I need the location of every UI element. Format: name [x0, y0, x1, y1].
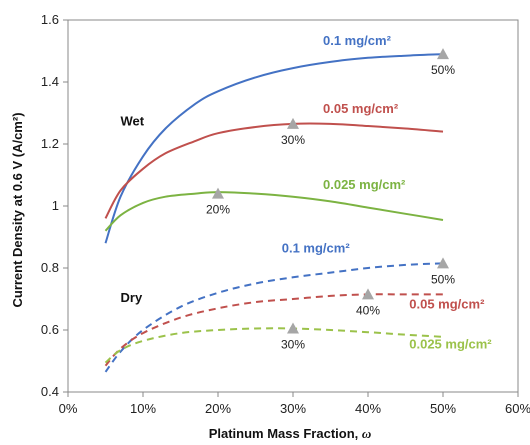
tick-labels: 0.4 0.6 0.8 1 1.2 1.4 1.6 0% 10% 20% 30% 40% 50% 60% [41, 12, 530, 416]
y-tick-label: 1 [52, 198, 59, 213]
y-tick-label: 1.6 [41, 12, 59, 27]
optimum-marker [362, 288, 374, 300]
optimum-marker [437, 48, 449, 60]
x-axis-title-text: Platinum Mass Fraction, [209, 426, 362, 441]
optimum-marker [212, 187, 224, 199]
optimum-marker-label: 50% [431, 272, 455, 286]
series-lines [104, 53, 444, 373]
series-label: 0.05 mg/cm² [409, 296, 485, 311]
optimum-marker [287, 117, 299, 129]
series-line-wet [104, 122, 444, 219]
series-label: 0.025 mg/cm² [409, 337, 492, 352]
series-line-dry [104, 293, 443, 367]
series-line-wet [104, 191, 444, 232]
x-axis-title: Platinum Mass Fraction, ω [209, 426, 372, 441]
optimum-marker-label: 30% [281, 337, 305, 351]
optimum-marker-label: 40% [356, 303, 380, 317]
region-label-wet: Wet [121, 113, 145, 128]
optimum-marker [437, 257, 449, 269]
series-line-wet [104, 53, 444, 244]
optimum-marker-label: 30% [281, 133, 305, 147]
series-label: 0.05 mg/cm² [323, 101, 399, 116]
y-tick-label: 0.4 [41, 384, 59, 399]
y-tick-label: 0.6 [41, 322, 59, 337]
x-axis-title-symbol: ω [362, 426, 371, 441]
region-label-dry: Dry [121, 290, 143, 305]
x-tick-label: 40% [355, 401, 381, 416]
x-tick-label: 0% [59, 401, 78, 416]
y-tick-label: 1.2 [41, 136, 59, 151]
y-tick-label: 1.4 [41, 74, 59, 89]
x-tick-label: 10% [130, 401, 156, 416]
y-axis-title: Current Density at 0.6 V (A/cm²) [10, 112, 25, 307]
x-tick-label: 30% [280, 401, 306, 416]
series-line-dry [104, 327, 444, 364]
x-tick-label: 50% [430, 401, 456, 416]
series-labels: 0.1 mg/cm² 0.05 mg/cm² 0.025 mg/cm² 0.1 mg/… [121, 33, 493, 352]
series-label: 0.1 mg/cm² [323, 33, 392, 48]
optimum-marker-label: 50% [431, 63, 455, 77]
x-tick-label: 60% [505, 401, 530, 416]
optimum-markers: 50% 30% 20% 50% 40% 30% [206, 48, 455, 351]
optimum-marker [287, 322, 299, 334]
x-tick-label: 20% [205, 401, 231, 416]
series-label: 0.1 mg/cm² [282, 241, 351, 256]
series-label: 0.025 mg/cm² [323, 177, 406, 192]
y-tick-label: 0.8 [41, 260, 59, 275]
series-line-dry [104, 262, 444, 373]
optimum-marker-label: 20% [206, 203, 230, 217]
